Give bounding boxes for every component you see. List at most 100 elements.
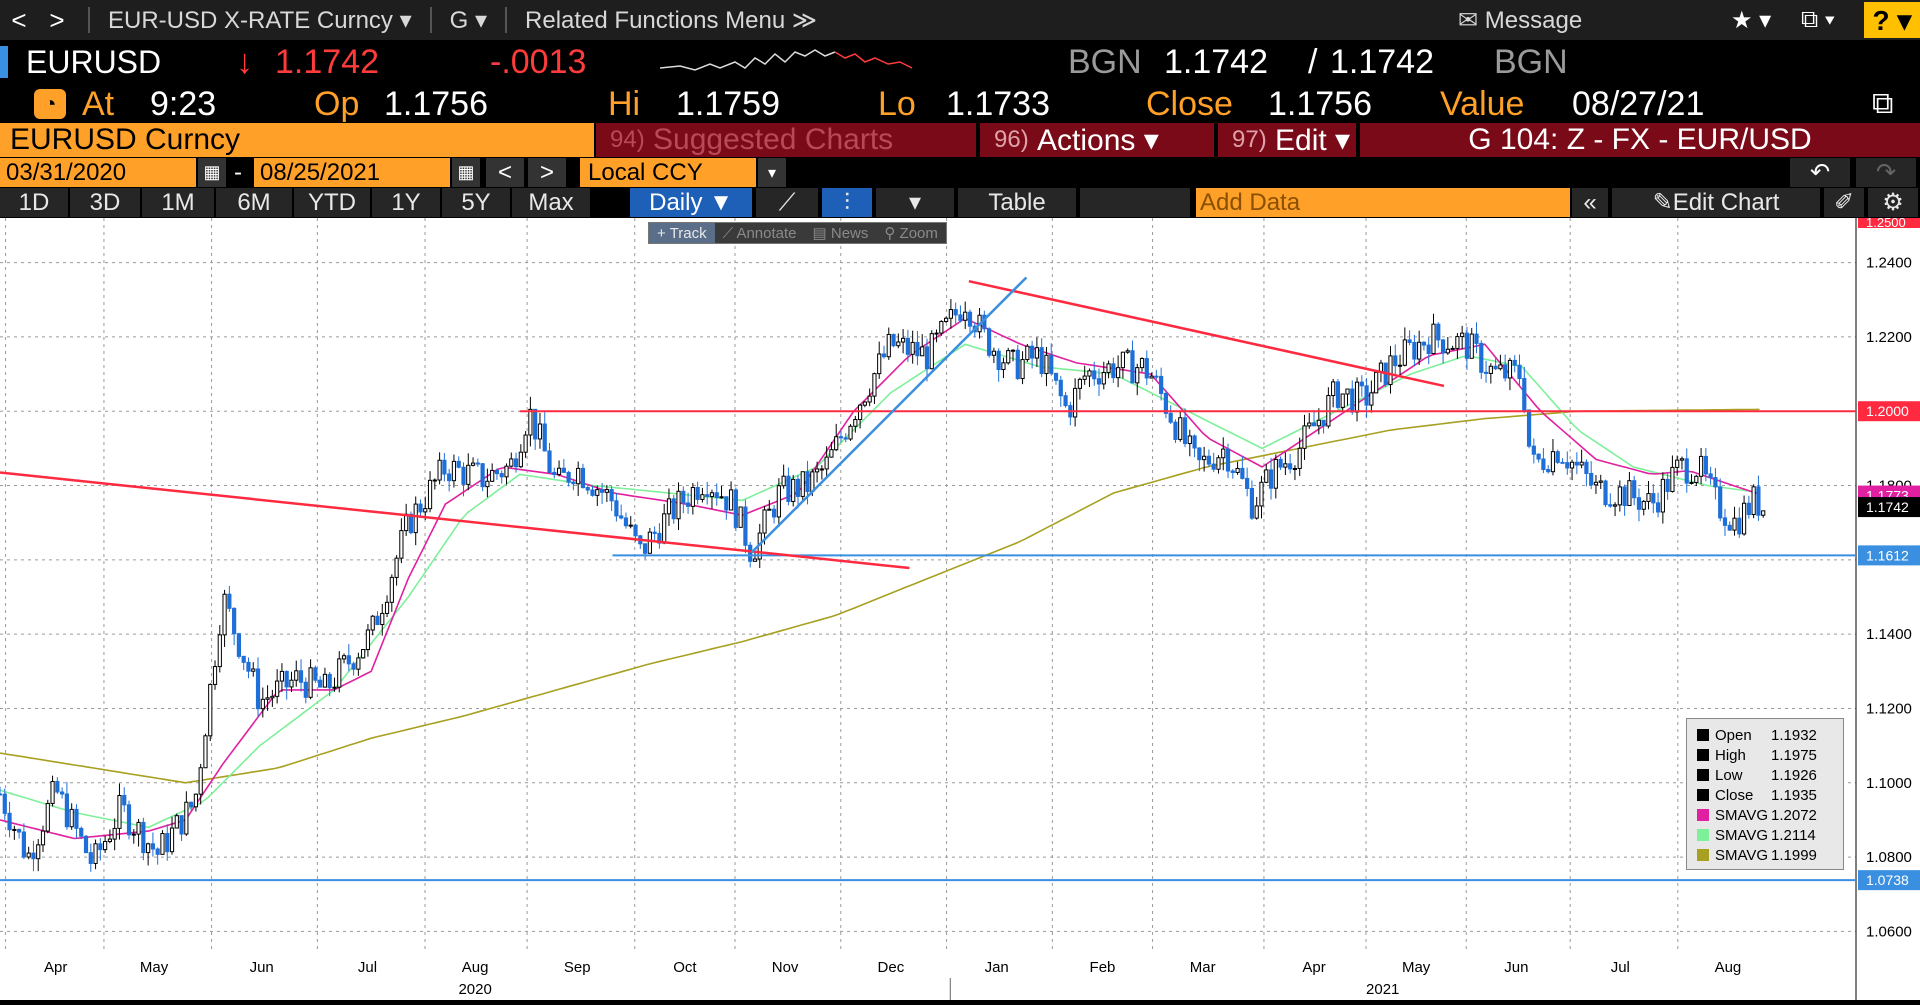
x-tick-label: May xyxy=(1402,959,1431,976)
prev-range-button[interactable]: < xyxy=(486,158,524,187)
candle-chart-icon[interactable]: ⫶ xyxy=(822,188,874,217)
candle-body xyxy=(1025,345,1030,361)
chart-tools: + Track ⟋ Annotate ▤ News ⚲ Zoom xyxy=(648,222,947,244)
candle-body xyxy=(1020,359,1025,380)
y-tick-label: 1.0600 xyxy=(1866,923,1912,940)
candle-body xyxy=(1617,486,1622,506)
candle-body xyxy=(1254,505,1259,519)
period-1m-button[interactable]: 1M xyxy=(142,188,216,217)
message-button[interactable]: ✉ Message xyxy=(1452,6,1588,35)
forward-button[interactable]: > xyxy=(49,4,65,35)
edit-chart-button[interactable]: ✎ Edit Chart xyxy=(1612,188,1822,217)
candle-body xyxy=(1622,486,1627,507)
candle-body xyxy=(179,815,184,835)
candle-body xyxy=(389,576,394,603)
candle-body xyxy=(953,309,958,316)
table-button[interactable]: Table xyxy=(958,188,1078,217)
price-tag-label: 1.0738 xyxy=(1866,872,1909,888)
candle-body xyxy=(561,467,566,473)
candle-body xyxy=(542,423,547,452)
candle-body xyxy=(1111,363,1116,379)
candle-body xyxy=(934,332,939,335)
candle-body xyxy=(571,481,576,485)
period-max-button[interactable]: Max xyxy=(512,188,592,217)
collapse-icon[interactable]: « xyxy=(1572,188,1610,217)
candle-body xyxy=(1292,467,1298,470)
candle-body xyxy=(1579,461,1584,466)
bid-source: BGN xyxy=(1068,43,1142,81)
period-6m-button[interactable]: 6M xyxy=(216,188,294,217)
redo-icon[interactable]: ↷ xyxy=(1856,158,1916,187)
edit-button[interactable]: 97) Edit ▾ xyxy=(1218,123,1356,157)
time-value: 9:23 xyxy=(150,84,217,123)
period-3d-button[interactable]: 3D xyxy=(70,188,142,217)
window-button[interactable]: ⧉ ▾ xyxy=(1801,6,1835,33)
suggested-charts-button[interactable]: 94) Suggested Charts xyxy=(596,123,976,157)
legend-value: 1.1999 xyxy=(1771,846,1817,864)
candle-body xyxy=(1684,458,1689,484)
start-date-field[interactable]: 03/31/2020 xyxy=(0,158,196,187)
x-tick-label: Feb xyxy=(1090,959,1116,976)
candle-body xyxy=(399,530,404,559)
candle-body xyxy=(193,793,199,808)
legend-swatch xyxy=(1697,789,1709,801)
candle-body xyxy=(599,489,605,493)
next-range-button[interactable]: > xyxy=(528,158,566,187)
end-date-field[interactable]: 08/25/2021 xyxy=(254,158,450,187)
security-field[interactable]: EURUSD Curncy xyxy=(0,123,594,157)
draw-icon[interactable]: ✐ xyxy=(1824,188,1866,217)
price-chart[interactable]: 1.24001.22001.20001.18001.16001.14001.12… xyxy=(0,215,1920,1000)
candle-body xyxy=(1488,365,1493,374)
period-5y-button[interactable]: 5Y xyxy=(442,188,512,217)
price-tag-label: 1.1742 xyxy=(1866,499,1909,515)
candle-body xyxy=(1493,365,1498,370)
candle-body xyxy=(623,517,629,527)
candle-body xyxy=(838,436,844,439)
screenshot-icon[interactable]: ⧉ xyxy=(1872,87,1894,120)
candle-body xyxy=(93,843,98,864)
candle-body xyxy=(996,350,1001,371)
down-arrow-icon: ↓ xyxy=(236,43,253,81)
x-year-label: 2021 xyxy=(1366,981,1399,998)
back-button[interactable]: < xyxy=(11,4,27,35)
period-1d-button[interactable]: 1D xyxy=(0,188,70,217)
calendar-icon[interactable]: ▦ xyxy=(452,158,480,187)
candle-body xyxy=(122,795,127,806)
chart-type-dropdown-icon[interactable]: ▾ xyxy=(876,188,956,217)
undo-icon[interactable]: ↶ xyxy=(1790,158,1850,187)
favorites-button[interactable]: ★ ▾ xyxy=(1731,6,1772,34)
value-date: 08/27/21 xyxy=(1572,84,1705,123)
chart-tool-zoom[interactable]: ⚲ Zoom xyxy=(884,225,938,242)
candle-body xyxy=(499,473,504,478)
chart-tool-annotate[interactable]: ⟋ Annotate xyxy=(722,224,797,242)
candle-body xyxy=(2,793,7,814)
chart-area[interactable]: 1.24001.22001.20001.18001.16001.14001.12… xyxy=(0,215,1920,1000)
chart-tool-track[interactable]: + Track xyxy=(649,223,715,243)
add-data-field[interactable]: Add Data xyxy=(1196,188,1570,217)
candle-body xyxy=(1670,466,1675,492)
candle-body xyxy=(1603,480,1608,506)
legend-swatch xyxy=(1697,769,1709,781)
function-menu[interactable]: G ▾ xyxy=(449,6,488,34)
period-ytd-button[interactable]: YTD xyxy=(294,188,372,217)
chart-tool-news[interactable]: ▤ News xyxy=(812,225,869,242)
security-menu[interactable]: EUR-USD X-RATE Curncy ▾ xyxy=(108,6,412,34)
candle-body xyxy=(513,458,519,468)
candle-body xyxy=(413,503,418,534)
candle-body xyxy=(1440,339,1446,354)
currency-dropdown-icon[interactable]: ▾ xyxy=(758,158,786,187)
candle-body xyxy=(1321,419,1326,427)
sparkline xyxy=(660,49,913,71)
calendar-icon[interactable]: ▦ xyxy=(198,158,226,187)
line-chart-icon[interactable]: ⟋ xyxy=(756,188,820,217)
frequency-select[interactable]: Daily ▼ xyxy=(630,188,754,217)
actions-button[interactable]: 96) Actions ▾ xyxy=(980,123,1214,157)
candle-body xyxy=(867,395,872,403)
candle-body xyxy=(695,487,700,500)
help-button[interactable]: ? ▾ xyxy=(1864,2,1920,38)
currency-select[interactable]: Local CCY xyxy=(580,158,756,187)
related-functions-menu[interactable]: Related Functions Menu ≫ xyxy=(525,6,817,34)
candle-body xyxy=(1144,358,1149,379)
gear-icon[interactable]: ⚙ xyxy=(1868,188,1920,217)
period-1y-button[interactable]: 1Y xyxy=(372,188,442,217)
